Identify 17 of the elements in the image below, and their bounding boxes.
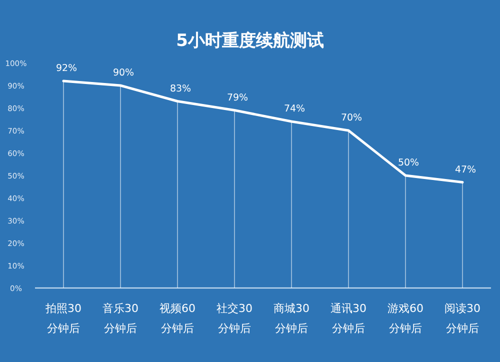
data-label: 47% [454,164,476,176]
data-label: 83% [170,83,192,94]
x-tick-label: 视频60分钟后 [160,302,196,335]
data-label: 70% [340,112,362,124]
x-tick-label: 商城30分钟后 [274,302,310,335]
x-tick-label: 阅读30分钟后 [444,302,480,335]
x-tick-label: 游戏60分钟后 [388,302,424,335]
data-label: 50% [398,158,420,168]
x-tick-label: 拍照30分钟后 [44,302,82,335]
data-label: 92% [56,63,78,74]
x-tick-label: 社交30分钟后 [216,302,252,335]
data-label: 74% [284,104,306,114]
data-label: 90% [112,68,134,78]
chart-title: 5小时重度续航测试 [176,31,324,51]
x-tick-label: 通讯30分钟后 [330,302,366,335]
data-label: 79% [226,92,248,104]
x-tick-label: 音乐30分钟后 [102,302,138,335]
